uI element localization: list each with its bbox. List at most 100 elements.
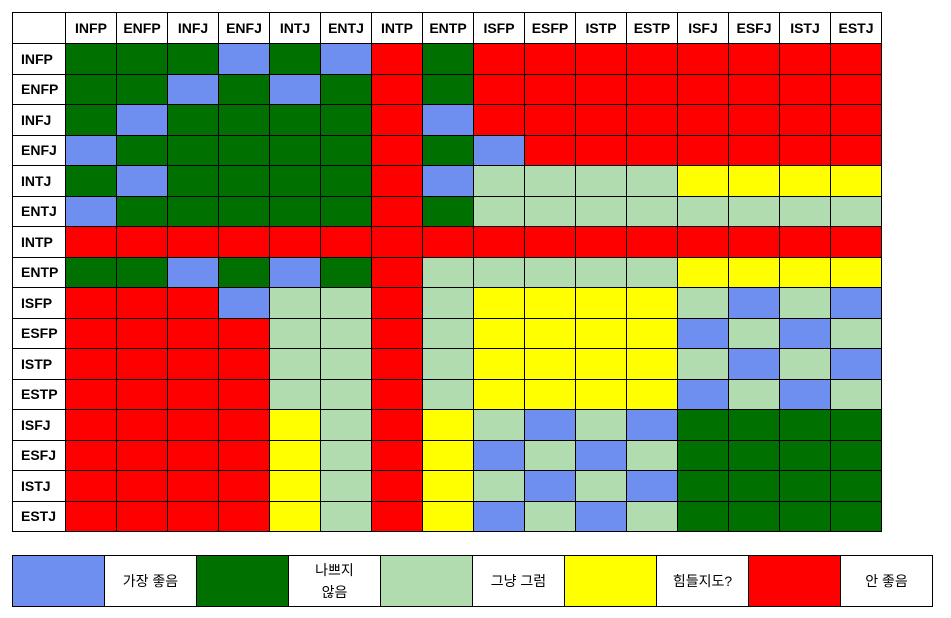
compatibility-cell bbox=[371, 104, 423, 136]
compatibility-cell bbox=[116, 470, 168, 502]
table-row: ENTP bbox=[12, 256, 882, 288]
compatibility-cell bbox=[473, 226, 525, 258]
compatibility-cell bbox=[269, 470, 321, 502]
compatibility-cell bbox=[728, 409, 780, 441]
compatibility-cell bbox=[830, 195, 882, 227]
compatibility-cell bbox=[779, 73, 831, 105]
compatibility-cell bbox=[65, 409, 117, 441]
legend-row: 가장 좋음 나쁘지 않음 그냥 그럼 힘들지도? 안 좋음 bbox=[12, 555, 933, 607]
compatibility-cell bbox=[65, 317, 117, 349]
compatibility-cell bbox=[524, 226, 576, 258]
compatibility-cell bbox=[779, 409, 831, 441]
compatibility-cell bbox=[473, 73, 525, 105]
compatibility-cell bbox=[422, 378, 474, 410]
legend-swatch bbox=[564, 555, 657, 607]
compatibility-cell bbox=[320, 226, 372, 258]
compatibility-cell bbox=[473, 165, 525, 197]
compatibility-cell bbox=[218, 226, 270, 258]
compatibility-cell bbox=[371, 287, 423, 319]
table-row: ESTP bbox=[12, 378, 882, 410]
compatibility-cell bbox=[167, 165, 219, 197]
compatibility-cell bbox=[677, 378, 729, 410]
compatibility-cell bbox=[422, 409, 474, 441]
compatibility-cell bbox=[167, 287, 219, 319]
table-row: ESFJ bbox=[12, 439, 882, 471]
row-header: ENTP bbox=[12, 256, 66, 288]
compatibility-cell bbox=[65, 73, 117, 105]
compatibility-cell bbox=[677, 287, 729, 319]
compatibility-cell bbox=[320, 73, 372, 105]
compatibility-cell bbox=[779, 348, 831, 380]
row-header: ISTJ bbox=[12, 470, 66, 502]
compatibility-cell bbox=[677, 43, 729, 75]
compatibility-cell bbox=[65, 226, 117, 258]
compatibility-cell bbox=[473, 470, 525, 502]
compatibility-cell bbox=[728, 378, 780, 410]
table-row: ISTJ bbox=[12, 470, 882, 502]
compatibility-cell bbox=[320, 317, 372, 349]
compatibility-cell bbox=[167, 104, 219, 136]
compatibility-cell bbox=[116, 134, 168, 166]
compatibility-cell bbox=[473, 378, 525, 410]
table-row: ESFP bbox=[12, 317, 882, 349]
table-row: ISTP bbox=[12, 348, 882, 380]
column-header: ESFJ bbox=[728, 12, 780, 44]
compatibility-cell bbox=[218, 470, 270, 502]
legend-swatch bbox=[12, 555, 105, 607]
compatibility-cell bbox=[575, 195, 627, 227]
compatibility-cell bbox=[830, 500, 882, 532]
compatibility-cell bbox=[371, 226, 423, 258]
compatibility-cell bbox=[473, 134, 525, 166]
compatibility-cell bbox=[779, 43, 831, 75]
compatibility-cell bbox=[167, 378, 219, 410]
compatibility-cell bbox=[728, 500, 780, 532]
compatibility-cell bbox=[575, 165, 627, 197]
compatibility-cell bbox=[830, 378, 882, 410]
row-header: ISFP bbox=[12, 287, 66, 319]
compatibility-cell bbox=[473, 500, 525, 532]
compatibility-cell bbox=[575, 287, 627, 319]
compatibility-cell bbox=[269, 500, 321, 532]
compatibility-cell bbox=[728, 226, 780, 258]
compatibility-cell bbox=[422, 195, 474, 227]
compatibility-cell bbox=[524, 165, 576, 197]
column-header: INFJ bbox=[167, 12, 219, 44]
compatibility-cell bbox=[524, 256, 576, 288]
compatibility-cell bbox=[830, 43, 882, 75]
compatibility-cell bbox=[218, 348, 270, 380]
compatibility-cell bbox=[320, 43, 372, 75]
table-row: INFP bbox=[12, 43, 882, 75]
column-header: ISTJ bbox=[779, 12, 831, 44]
compatibility-cell bbox=[65, 378, 117, 410]
compatibility-cell bbox=[218, 104, 270, 136]
compatibility-cell bbox=[677, 409, 729, 441]
column-header: ESTP bbox=[626, 12, 678, 44]
compatibility-cell bbox=[626, 104, 678, 136]
table-row: ENFJ bbox=[12, 134, 882, 166]
compatibility-cell bbox=[524, 439, 576, 471]
compatibility-cell bbox=[269, 195, 321, 227]
compatibility-cell bbox=[473, 439, 525, 471]
compatibility-cell bbox=[218, 439, 270, 471]
compatibility-cell bbox=[371, 409, 423, 441]
compatibility-table: INFP ENFP INFJ ENFJ INTJ ENTJ INTP ENTP ISFP ESFP… bbox=[12, 12, 882, 532]
legend: 가장 좋음 나쁘지 않음 그냥 그럼 힘들지도? 안 좋음 bbox=[12, 555, 933, 607]
compatibility-cell bbox=[218, 409, 270, 441]
compatibility-cell bbox=[524, 104, 576, 136]
legend-label: 나쁘지 않음 bbox=[288, 555, 381, 607]
compatibility-cell bbox=[473, 195, 525, 227]
compatibility-cell bbox=[422, 348, 474, 380]
compatibility-cell bbox=[728, 195, 780, 227]
compatibility-cell bbox=[167, 195, 219, 227]
compatibility-cell bbox=[779, 226, 831, 258]
compatibility-cell bbox=[728, 73, 780, 105]
compatibility-cell bbox=[65, 104, 117, 136]
compatibility-cell bbox=[320, 104, 372, 136]
compatibility-cell bbox=[473, 409, 525, 441]
compatibility-cell bbox=[116, 226, 168, 258]
compatibility-cell bbox=[371, 348, 423, 380]
compatibility-cell bbox=[779, 439, 831, 471]
column-header: ISFJ bbox=[677, 12, 729, 44]
compatibility-cell bbox=[371, 195, 423, 227]
compatibility-cell bbox=[269, 256, 321, 288]
